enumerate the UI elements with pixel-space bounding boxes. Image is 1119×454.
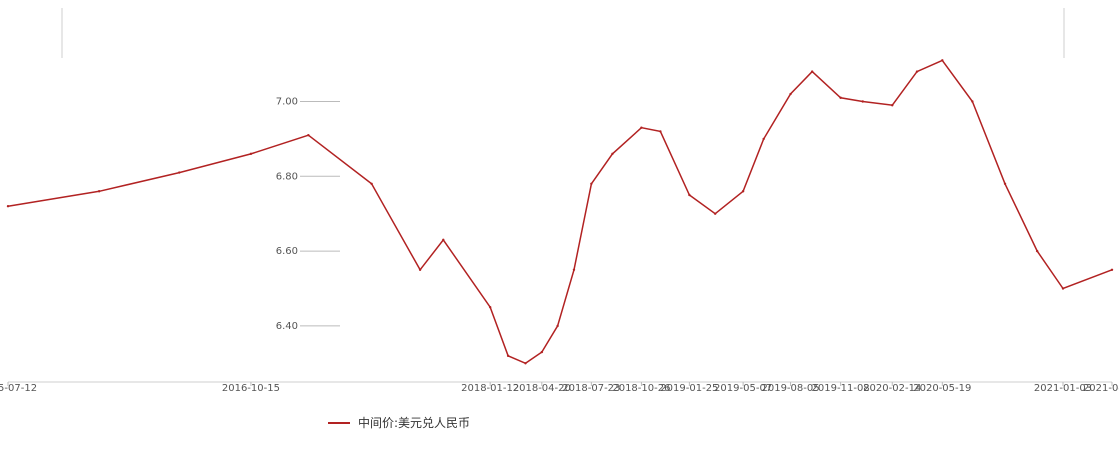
legend-swatch [328,421,350,424]
data-point [941,59,944,62]
data-point [1035,249,1039,253]
data-point [611,152,614,156]
data-point [370,182,373,185]
y-axis: 7.00 6.80 6.60 6.40 [276,97,340,332]
data-point [971,100,974,103]
y-tick-label: 6.40 [276,321,298,332]
legend-label: 中间价:美元兑人民币 [358,416,471,430]
data-point [688,193,691,197]
data-point [97,190,101,193]
data-point [713,212,717,215]
x-tick-label: 2021-01-03 [1034,383,1092,394]
x-tick-label: 2018-07-23 [562,383,620,394]
series-line [7,59,1113,365]
data-point [1110,268,1114,271]
x-tick-label: 2019-01-25 [660,383,718,394]
data-point [810,70,814,73]
data-point [540,350,544,354]
legend: 中间价:美元兑人民币 [328,414,470,431]
data-point [1003,182,1007,185]
data-point [590,182,593,185]
data-point [891,104,894,107]
y-tick-label: 6.80 [276,171,298,182]
x-tick-label: 2016-10-15 [222,383,280,394]
data-point [418,268,422,271]
data-point [789,92,792,96]
x-tick-label: 2021-04-06 [1083,383,1119,394]
data-point [556,324,559,328]
x-tick-label: 2020-05-19 [913,383,971,394]
data-point [178,171,181,174]
x-tick-label: 2019-08-05 [761,383,819,394]
x-tick-label: 2020-02-14 [863,383,921,394]
data-point [659,130,662,133]
data-point [524,362,527,365]
x-tick-label: 2018-10-26 [612,383,670,394]
data-point [762,137,765,141]
data-point [488,306,492,309]
data-point [839,96,842,99]
series-group [6,59,1114,365]
x-tick-label: 2019-11-08 [812,383,870,394]
data-point [915,70,919,73]
data-point [861,100,864,103]
y-tick-label: 7.00 [276,97,298,108]
data-point [640,126,643,129]
data-point [572,268,576,271]
x-tick-label: 2019-05-07 [714,383,772,394]
x-tick-label: 2015-07-12 [0,383,37,394]
y-tick-label: 6.60 [276,246,298,257]
data-point [6,205,10,208]
data-point [506,354,510,358]
plot-frame [8,8,1112,383]
data-point [1061,287,1065,290]
data-point [741,190,745,193]
data-point [442,238,445,242]
x-tick-label: 2018-01-12 [461,383,519,394]
data-point [307,133,310,137]
data-point [249,152,253,156]
x-axis: 2015-07-12 2016-10-15 2018-01-122018-04-20… [0,382,1119,394]
x-tick-label: 2018-04-20 [513,383,571,394]
